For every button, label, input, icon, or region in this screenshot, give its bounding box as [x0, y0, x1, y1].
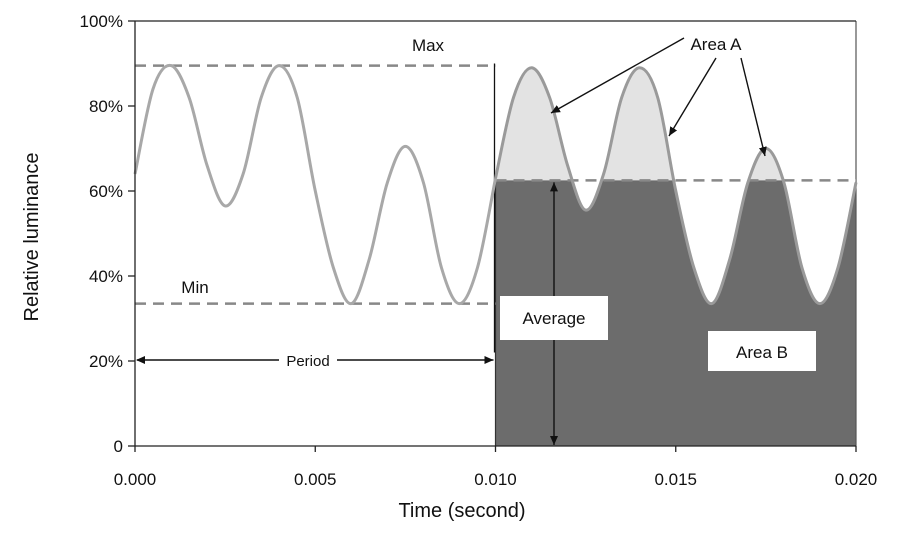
- period-label: Period: [286, 353, 329, 370]
- y-tick-label: 60%: [89, 182, 123, 201]
- annotations: Max Min Period Average Area B Area A: [181, 35, 816, 371]
- x-tick-label: 0.000: [114, 470, 157, 489]
- waveform-line-period-1: [133, 63, 497, 306]
- y-tick-label: 20%: [89, 352, 123, 371]
- area-b-label-box: [708, 331, 816, 371]
- max-label: Max: [412, 36, 445, 55]
- period-label-group: Period: [280, 350, 336, 370]
- min-label: Min: [181, 278, 208, 297]
- average-label: Average: [522, 309, 585, 328]
- y-tick-label: 80%: [89, 97, 123, 116]
- x-tick-label: 0.010: [474, 470, 517, 489]
- area-a-arrow-1: [550, 37, 685, 114]
- y-tick-label: 0: [114, 437, 123, 456]
- axis-labels: Time (second) Relative luminance: [21, 153, 526, 522]
- area-a-arrow-2: [668, 57, 717, 137]
- x-axis-label: Time (second): [398, 500, 525, 522]
- area-a-arrow-3: [740, 57, 767, 157]
- x-tick-label: 0.020: [835, 470, 878, 489]
- y-tick-label: 40%: [89, 267, 123, 286]
- x-tick-label: 0.015: [654, 470, 697, 489]
- area-a-label: Area A: [690, 35, 742, 54]
- area-b-label: Area B: [736, 343, 788, 362]
- average-label-group: Average: [500, 296, 608, 340]
- area-b-fill: [495, 180, 856, 446]
- average-label-box: [500, 296, 608, 340]
- area-b-label-group: Area B: [708, 331, 816, 371]
- period-label-bg: [280, 350, 336, 370]
- y-axis-label: Relative luminance: [21, 153, 43, 322]
- plot-area: 0 20% 40% 60% 80% 100% 0.000 0.005 0.010 0.015 0.0…: [80, 12, 878, 489]
- y-tick-label: 100%: [80, 12, 123, 31]
- waveform-line-period-2: [494, 66, 858, 306]
- x-tick-label: 0.005: [294, 470, 337, 489]
- area-a-fill: [495, 67, 784, 181]
